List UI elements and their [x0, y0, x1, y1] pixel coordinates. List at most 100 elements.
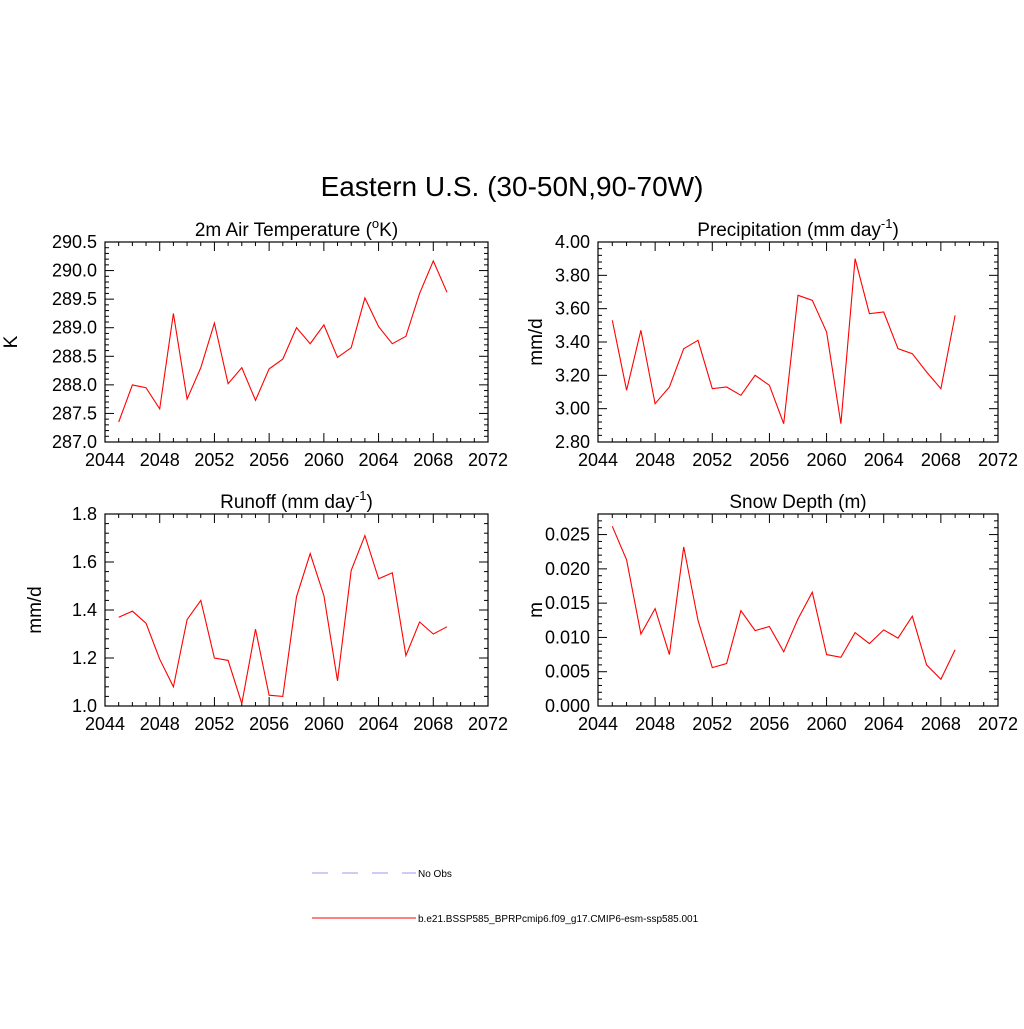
panel-title-text-end: K) [379, 220, 398, 241]
panel-title: Precipitation (mm day-1) [697, 216, 899, 241]
data-point [883, 311, 884, 312]
data-point [855, 258, 856, 259]
data-point [612, 320, 613, 321]
legend-item: No Obs [312, 869, 452, 880]
x-tick-label: 2068 [413, 450, 453, 470]
x-tick-label: 2048 [140, 450, 180, 470]
data-point [173, 313, 174, 314]
data-point [612, 526, 613, 527]
y-tick-label: 1.0 [72, 696, 97, 716]
data-point [351, 347, 352, 348]
data-point [655, 608, 656, 609]
data-point [912, 353, 913, 354]
y-tick-label: 0.010 [545, 627, 590, 647]
data-point [640, 633, 641, 634]
panel-3: Runoff (mm day-1) 2044 2048 2052 2056 2060 206… [25, 488, 508, 734]
data-point [769, 385, 770, 386]
y-axis-label: K [1, 335, 22, 348]
y-tick-label: 290.5 [52, 232, 97, 252]
data-point [840, 657, 841, 658]
x-tick-label: 2072 [468, 450, 508, 470]
data-point [712, 667, 713, 668]
data-point [378, 578, 379, 579]
data-point [897, 348, 898, 349]
data-point [159, 408, 160, 409]
series-line [118, 533, 448, 704]
x-tick-label: 2048 [635, 450, 675, 470]
data-point [697, 620, 698, 621]
data-point [812, 300, 813, 301]
data-point [812, 592, 813, 593]
data-point [159, 659, 160, 660]
data-point [337, 357, 338, 358]
data-point [855, 632, 856, 633]
data-point [364, 535, 365, 536]
panel-title-superscript: o [372, 216, 379, 231]
data-point [337, 680, 338, 681]
data-point [323, 595, 324, 596]
data-point [296, 596, 297, 597]
data-point [726, 386, 727, 387]
data-point [840, 423, 841, 424]
data-point [755, 375, 756, 376]
x-tick-label: 2072 [978, 714, 1018, 734]
x-tick-label: 2048 [635, 714, 675, 734]
data-point [883, 629, 884, 630]
data-point [228, 660, 229, 661]
data-point [626, 390, 627, 391]
data-point [955, 315, 956, 316]
data-point [405, 655, 406, 656]
y-tick-label: 1.4 [72, 600, 97, 620]
panel-title-text: 2m Air Temperature ( [195, 220, 373, 241]
legend-item: b.e21.BSSP585_BPRPcmip6.f09_g17.CMIP6-es… [312, 914, 699, 925]
data-point [669, 386, 670, 387]
data-point [310, 343, 311, 344]
legend-label: b.e21.BSSP585_BPRPcmip6.f09_g17.CMIP6-es… [418, 914, 699, 925]
data-point [626, 559, 627, 560]
y-tick-label: 3.60 [555, 299, 590, 319]
data-point [697, 340, 698, 341]
x-tick-label: 2052 [692, 714, 732, 734]
x-tick-label: 2072 [468, 714, 508, 734]
data-point [726, 663, 727, 664]
panel-title-text: Snow Depth (m) [729, 492, 866, 513]
data-point [826, 331, 827, 332]
data-point [173, 686, 174, 687]
panel-4: Snow Depth (m) 2044 2048 2052 2056 2060 2064 20… [526, 492, 1018, 734]
x-tick-label: 2052 [194, 450, 234, 470]
data-point [228, 383, 229, 384]
data-point [200, 367, 201, 368]
data-point [712, 388, 713, 389]
data-point [740, 610, 741, 611]
data-point [683, 546, 684, 547]
plot-frame [104, 513, 489, 707]
data-point [241, 703, 242, 704]
data-point [186, 399, 187, 400]
x-tick-label: 2064 [864, 714, 904, 734]
y-tick-label: 1.8 [72, 504, 97, 524]
data-point [797, 295, 798, 296]
x-tick-label: 2068 [413, 714, 453, 734]
plot-frame [104, 241, 489, 443]
x-tick-label: 2060 [807, 714, 847, 734]
x-tick-label: 2056 [249, 450, 289, 470]
y-tick-label: 3.00 [555, 399, 590, 419]
x-tick-label: 2072 [978, 450, 1018, 470]
data-point [351, 570, 352, 571]
x-tick-label: 2064 [359, 450, 399, 470]
y-tick-label: 4.00 [555, 232, 590, 252]
data-point [200, 600, 201, 601]
data-point [897, 638, 898, 639]
panel-title-superscript: -1 [881, 216, 893, 231]
data-point [118, 421, 119, 422]
y-tick-label: 289.5 [52, 289, 97, 309]
panel-title: 2m Air Temperature (oK) [195, 216, 398, 241]
y-axis-label: m [526, 602, 547, 618]
y-tick-label: 289.0 [52, 318, 97, 338]
data-point [783, 651, 784, 652]
data-point [669, 654, 670, 655]
x-tick-label: 2056 [749, 450, 789, 470]
x-tick-label: 2060 [304, 714, 344, 734]
data-point [282, 359, 283, 360]
